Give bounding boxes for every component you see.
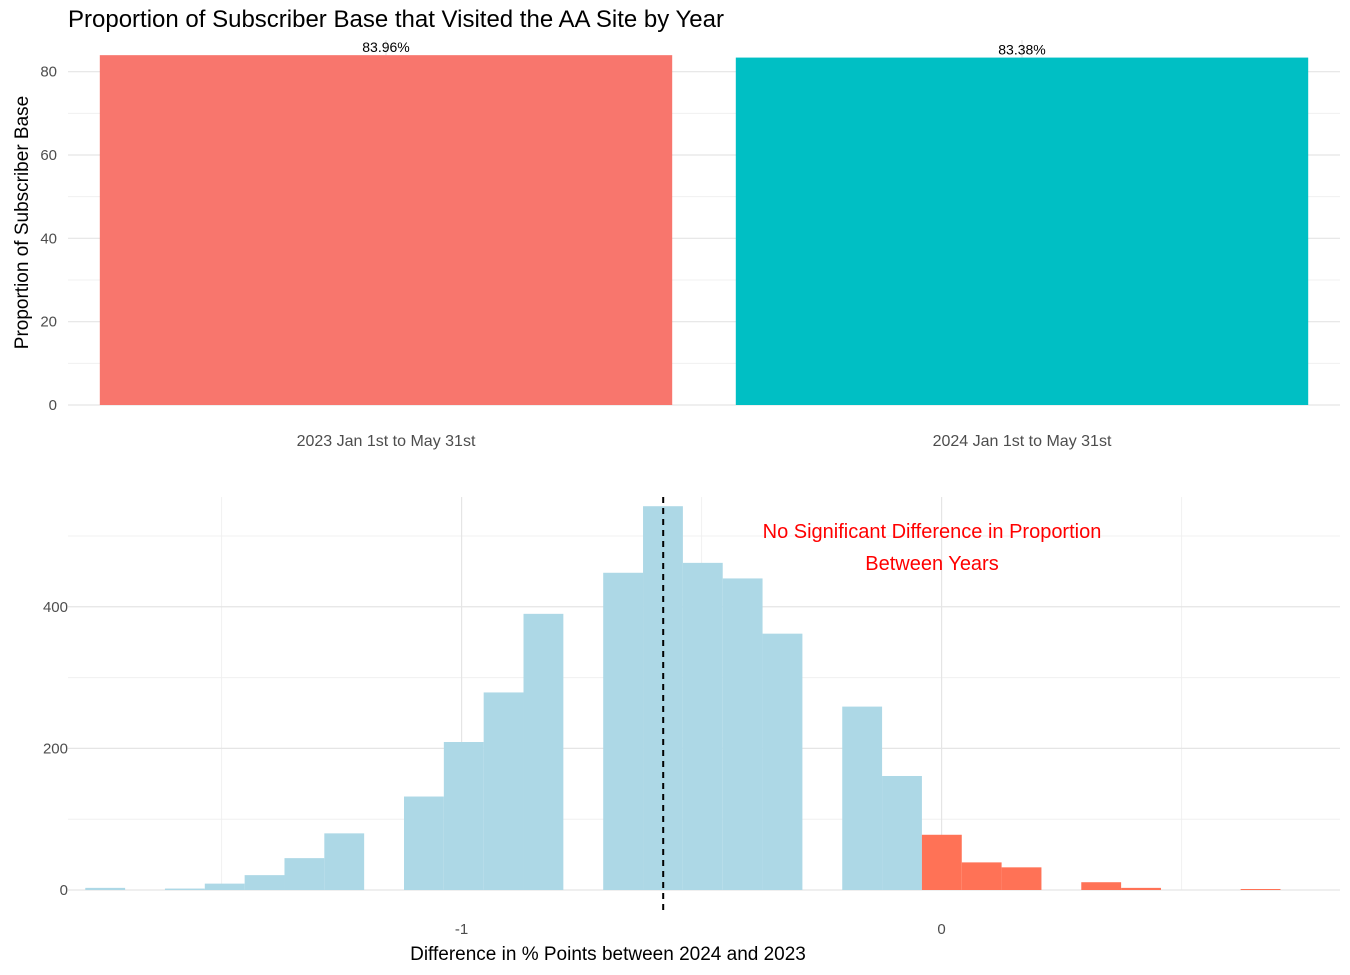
- hist-bin: [1121, 887, 1161, 890]
- top-y-tick-label: 60: [40, 147, 57, 164]
- hist-bin: [164, 888, 205, 890]
- hist-bin: [921, 834, 962, 890]
- hist-bin: [762, 633, 803, 890]
- hist-y-tick-label: 200: [43, 740, 68, 757]
- hist-bin: [404, 796, 444, 890]
- hist-bin: [284, 858, 325, 890]
- top-x-tick-label: 2024 Jan 1st to May 31st: [933, 433, 1112, 450]
- bar-data-label: 83.96%: [362, 39, 409, 55]
- annotation-line-2: Between Years: [865, 553, 998, 575]
- top-y-tick-label: 80: [40, 64, 57, 81]
- top-bar-chart-panel: 0 20 40 60 80 83.96% 2023 Jan 1st to May 31st 8…: [12, 39, 1340, 450]
- hist-bin: [244, 875, 285, 890]
- hist-bin: [682, 562, 723, 890]
- hist-bin: [842, 706, 883, 890]
- top-y-tick-label: 20: [40, 314, 57, 331]
- hist-bin: [1081, 882, 1122, 890]
- hist-bin: [443, 742, 484, 890]
- annotation-line-1: No Significant Difference in Proportion: [763, 521, 1102, 543]
- hist-bin: [483, 692, 524, 890]
- hist-bin: [204, 883, 245, 890]
- top-y-tick-label: 40: [40, 230, 57, 247]
- bar-data-label: 83.38%: [998, 42, 1045, 58]
- hist-bin: [882, 775, 922, 890]
- hist-bin: [1240, 889, 1281, 890]
- bottom-histogram-panel: 0 200 400 -1 0 No Significant Difference in P…: [43, 497, 1340, 965]
- chart-title: Proportion of Subscriber Base that Visit…: [68, 6, 724, 33]
- top-x-tick-label: 2023 Jan 1st to May 31st: [297, 433, 476, 450]
- hist-bin: [523, 613, 564, 890]
- top-y-axis-title: Proportion of Subscriber Base: [12, 96, 33, 349]
- hist-bin: [1001, 867, 1042, 890]
- hist-bin: [324, 833, 365, 890]
- hist-y-tick-label: 0: [60, 882, 68, 899]
- hist-x-tick-label: -1: [455, 921, 468, 938]
- bar-1: [99, 55, 673, 406]
- bar-2: [735, 57, 1309, 405]
- hist-y-tick-label: 400: [43, 599, 68, 616]
- hist-x-tick-label: 0: [937, 921, 945, 938]
- hist-bin: [603, 572, 644, 890]
- hist-bin: [85, 887, 126, 890]
- hist-bin: [722, 578, 763, 890]
- hist-bin: [961, 862, 1002, 890]
- top-y-tick-label: 0: [49, 397, 57, 414]
- hist-x-axis-title: Difference in % Points between 2024 and …: [410, 944, 806, 965]
